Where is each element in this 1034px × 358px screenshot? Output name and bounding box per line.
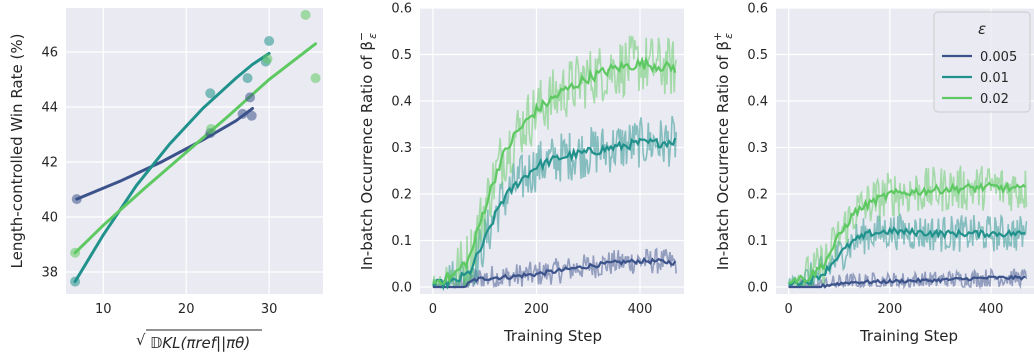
legend: ε 0.005 0.01 0.02 [933,11,1031,113]
y-axis-label-sub: ε [722,33,735,39]
y-tick-label: 46 [41,46,58,61]
x-axis-label: Training Step [859,327,958,345]
y-axis-label-sup: + [711,32,724,41]
scatter-points [70,9,321,287]
y-tick-label: 0.5 [391,48,412,63]
y-tick-label: 0.3 [391,141,412,156]
x-tick-label: 30 [261,302,278,317]
fit-line-eps_0005 [75,106,254,201]
x-tick-label: 200 [524,302,549,317]
raw-line-eps_002 [787,165,1028,288]
y-axis-label-main: In-batch Occurrence Ratio of β [714,41,732,270]
smoothed-line-eps_002 [432,56,677,285]
raw-line-eps_001 [432,115,677,289]
x-tick-label: 200 [877,302,902,317]
y-tick-label: 0.4 [747,95,768,110]
x-axis-label-text: 𝔻KL(πref||πθ) [150,334,250,352]
y-tick-label: 44 [41,101,58,116]
x-tick-labels: 0 200 400 [429,302,653,317]
y-tick-label: 42 [41,156,58,171]
fit-line-eps_001 [73,51,271,284]
scatter-point-eps_002 [262,53,273,64]
y-tick-labels: 0.0 0.1 0.2 0.3 0.4 0.5 0.6 [747,2,768,296]
smoothed-line-eps_002 [788,181,1027,285]
scatter-point-eps_002 [70,247,81,258]
y-tick-labels: 0.0 0.1 0.2 0.3 0.4 0.5 0.6 [391,2,412,296]
scatter-point-eps_0005 [245,92,256,103]
plot-area [420,8,684,294]
scatter-point-eps_001 [242,73,253,84]
fit-line-eps_002 [73,42,317,255]
y-tick-label: 40 [41,211,58,226]
y-axis-label: Length-controlled Win Rate (%) [8,34,26,269]
fit-lines [73,42,317,284]
scatter-point-eps_002 [206,124,217,134]
y-tick-label: 0.1 [747,234,768,249]
y-axis-label: In-batch Occurrence Ratio of β+ε [711,32,735,270]
smoothed-line-eps_0005 [432,256,677,289]
scatter-point-eps_001 [205,88,216,99]
x-tick-labels: 0 200 400 [785,302,1004,317]
y-tick-label: 0.3 [747,141,768,156]
x-tick-label: 400 [979,302,1004,317]
scatter-point-eps_002 [310,73,321,84]
x-tick-label: 20 [178,302,195,317]
scatter-point-eps_0005 [246,110,257,121]
plot-area [66,8,323,294]
scatter-panel: 10 20 30 38 40 42 44 46 Length-controlled Win … [8,8,323,352]
scatter-point-eps_001 [264,36,275,46]
x-tick-label: 10 [95,302,112,317]
y-tick-label: 0.4 [391,95,412,110]
y-tick-label: 0.6 [747,2,768,17]
y-tick-label: 0.2 [747,188,768,203]
y-tick-labels: 38 40 42 44 46 [41,46,58,281]
x-tick-labels: 10 20 30 [95,302,277,317]
legend-label-001: 0.01 [980,71,1009,86]
smoothed-lines [788,181,1027,289]
y-tick-label: 0.5 [747,48,768,63]
scatter-point-eps_0005 [237,108,248,119]
y-tick-label: 0.2 [391,188,412,203]
smoothed-line-eps_0005 [788,274,1026,289]
beta-plus-panel: 0 200 400 0.0 0.1 0.2 0.3 0.4 0.5 0.6 Training S… [711,2,1034,345]
y-tick-label: 0.0 [391,281,412,296]
y-axis-label-sup: − [355,32,368,41]
y-tick-label: 0.6 [391,2,412,17]
y-axis-label: In-batch Occurrence Ratio of β−ε [355,32,379,270]
beta-minus-panel: 0 200 400 0.0 0.1 0.2 0.3 0.4 0.5 0.6 Training S… [355,2,684,345]
x-tick-label: 0 [785,302,793,317]
legend-box [933,11,1031,113]
scatter-point-eps_0005 [71,194,82,205]
x-tick-label: 400 [628,302,653,317]
y-axis-label-main: In-batch Occurrence Ratio of β [358,41,376,270]
smoothed-line-eps_001 [432,137,677,292]
y-tick-label: 0.1 [391,234,412,249]
legend-label-002: 0.02 [980,92,1009,107]
y-axis-label-sub: ε [366,33,379,39]
x-axis-label: √ 𝔻KL(πref||πθ) [136,329,262,352]
x-axis-label: Training Step [503,327,602,345]
x-axis-label-radical: √ [136,331,146,349]
scatter-point-eps_002 [300,9,311,20]
raw-line-eps_002 [432,35,677,290]
grid [420,7,684,294]
x-tick-label: 0 [429,302,437,317]
smoothed-lines [432,56,677,292]
smoothed-line-eps_001 [788,226,1026,287]
scatter-point-eps_001 [70,276,81,287]
legend-title: ε [978,20,986,38]
y-tick-label: 0.0 [747,281,768,296]
legend-label-0005: 0.005 [980,50,1017,65]
y-tick-label: 38 [41,266,58,281]
